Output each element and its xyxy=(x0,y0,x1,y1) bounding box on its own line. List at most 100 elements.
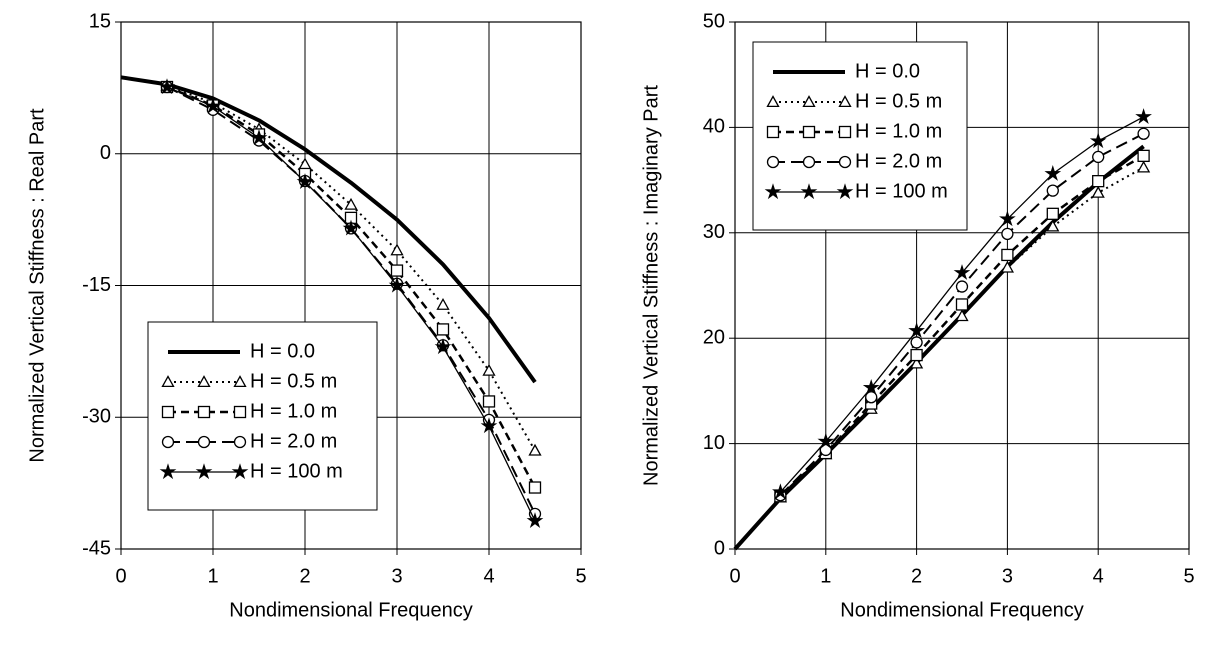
marker xyxy=(436,323,450,336)
legend-label: H = 0.5 m xyxy=(250,370,337,392)
marker xyxy=(1136,160,1151,173)
marker xyxy=(817,432,835,449)
x-tick-label: 2 xyxy=(911,565,922,587)
legend-label: H = 0.0 xyxy=(250,340,315,362)
marker xyxy=(197,375,211,388)
marker xyxy=(838,155,852,169)
y-tick-label: -45 xyxy=(82,537,111,559)
marker xyxy=(910,336,923,349)
plot-border xyxy=(734,21,1190,550)
plot-border xyxy=(120,21,582,550)
marker xyxy=(161,405,175,419)
marker xyxy=(1044,165,1062,181)
marker xyxy=(233,435,247,449)
marker xyxy=(955,309,969,322)
marker xyxy=(766,95,780,108)
marker xyxy=(1046,184,1059,197)
marker xyxy=(862,378,880,395)
marker xyxy=(231,463,249,480)
y-axis-title: Normalized Vertical Stiffness : Real Par… xyxy=(26,108,48,463)
marker xyxy=(838,125,852,139)
legend-label: H = 2.0 m xyxy=(250,430,337,452)
x-tick-label: 4 xyxy=(483,565,494,587)
x-tick-label: 4 xyxy=(1093,565,1104,587)
series-line xyxy=(779,166,1145,499)
marker xyxy=(197,435,211,449)
marker xyxy=(766,155,780,169)
y-tick-label: -15 xyxy=(82,274,111,296)
x-tick-label: 1 xyxy=(820,565,831,587)
marker xyxy=(161,375,175,388)
marker xyxy=(999,210,1016,227)
marker xyxy=(528,443,542,456)
marker xyxy=(195,463,213,480)
series-line xyxy=(166,85,536,452)
marker xyxy=(865,391,878,404)
marker xyxy=(1137,149,1150,163)
marker xyxy=(953,264,971,280)
marker xyxy=(910,348,923,362)
y-tick-label: 50 xyxy=(703,10,725,32)
marker xyxy=(434,338,452,355)
marker xyxy=(233,375,247,388)
legend-label: H = 100 m xyxy=(250,460,343,482)
marker xyxy=(482,395,496,408)
x-tick-label: 5 xyxy=(575,565,586,587)
x-axis-title: Nondimensional Frequency xyxy=(840,599,1083,621)
marker xyxy=(250,129,268,146)
y-tick-label: 0 xyxy=(100,142,111,164)
x-tick-label: 0 xyxy=(729,565,740,587)
marker xyxy=(233,405,247,419)
y-tick-label: 20 xyxy=(703,326,725,348)
marker xyxy=(909,356,924,369)
x-tick-label: 3 xyxy=(391,565,402,587)
legend-label: H = 100 m xyxy=(855,180,948,202)
marker xyxy=(1091,185,1105,198)
marker xyxy=(482,363,496,376)
marker xyxy=(838,95,852,108)
y-axis-title: Normalized Vertical Stiffness : Imaginar… xyxy=(640,85,662,486)
y-tick-label: 40 xyxy=(703,116,725,138)
x-tick-label: 3 xyxy=(1002,565,1013,587)
marker xyxy=(1000,260,1015,273)
legend-label: H = 1.0 m xyxy=(250,400,337,422)
marker xyxy=(388,276,406,293)
marker xyxy=(764,183,782,200)
marker xyxy=(197,405,211,419)
marker xyxy=(800,183,818,200)
marker xyxy=(1089,132,1107,149)
marker xyxy=(390,243,404,256)
marker xyxy=(802,155,816,169)
marker xyxy=(344,197,358,210)
legend-label: H = 0.5 m xyxy=(855,90,942,112)
marker xyxy=(836,183,854,200)
marker xyxy=(480,417,498,434)
legend-label: H = 0.0 xyxy=(855,60,920,82)
marker xyxy=(955,280,969,293)
marker xyxy=(161,435,175,449)
marker xyxy=(1135,108,1152,124)
marker xyxy=(1001,227,1014,241)
marker xyxy=(766,125,780,139)
y-tick-label: 15 xyxy=(89,10,111,32)
x-tick-label: 2 xyxy=(299,565,310,587)
marker xyxy=(955,298,969,311)
marker xyxy=(772,483,789,500)
y-tick-label: 10 xyxy=(703,432,725,454)
series-line xyxy=(166,86,536,515)
marker xyxy=(1137,127,1150,140)
series-line xyxy=(120,75,537,384)
x-tick-label: 0 xyxy=(115,565,126,587)
y-tick-label: -30 xyxy=(82,406,111,428)
marker xyxy=(528,481,542,494)
marker xyxy=(158,78,176,95)
marker xyxy=(1046,219,1060,232)
marker xyxy=(1046,207,1059,220)
marker xyxy=(1001,248,1014,262)
marker xyxy=(296,173,314,189)
y-tick-label: 30 xyxy=(703,221,725,243)
x-axis-title: Nondimensional Frequency xyxy=(229,599,472,621)
marker xyxy=(1092,150,1105,164)
legend-label: H = 2.0 m xyxy=(855,150,942,172)
